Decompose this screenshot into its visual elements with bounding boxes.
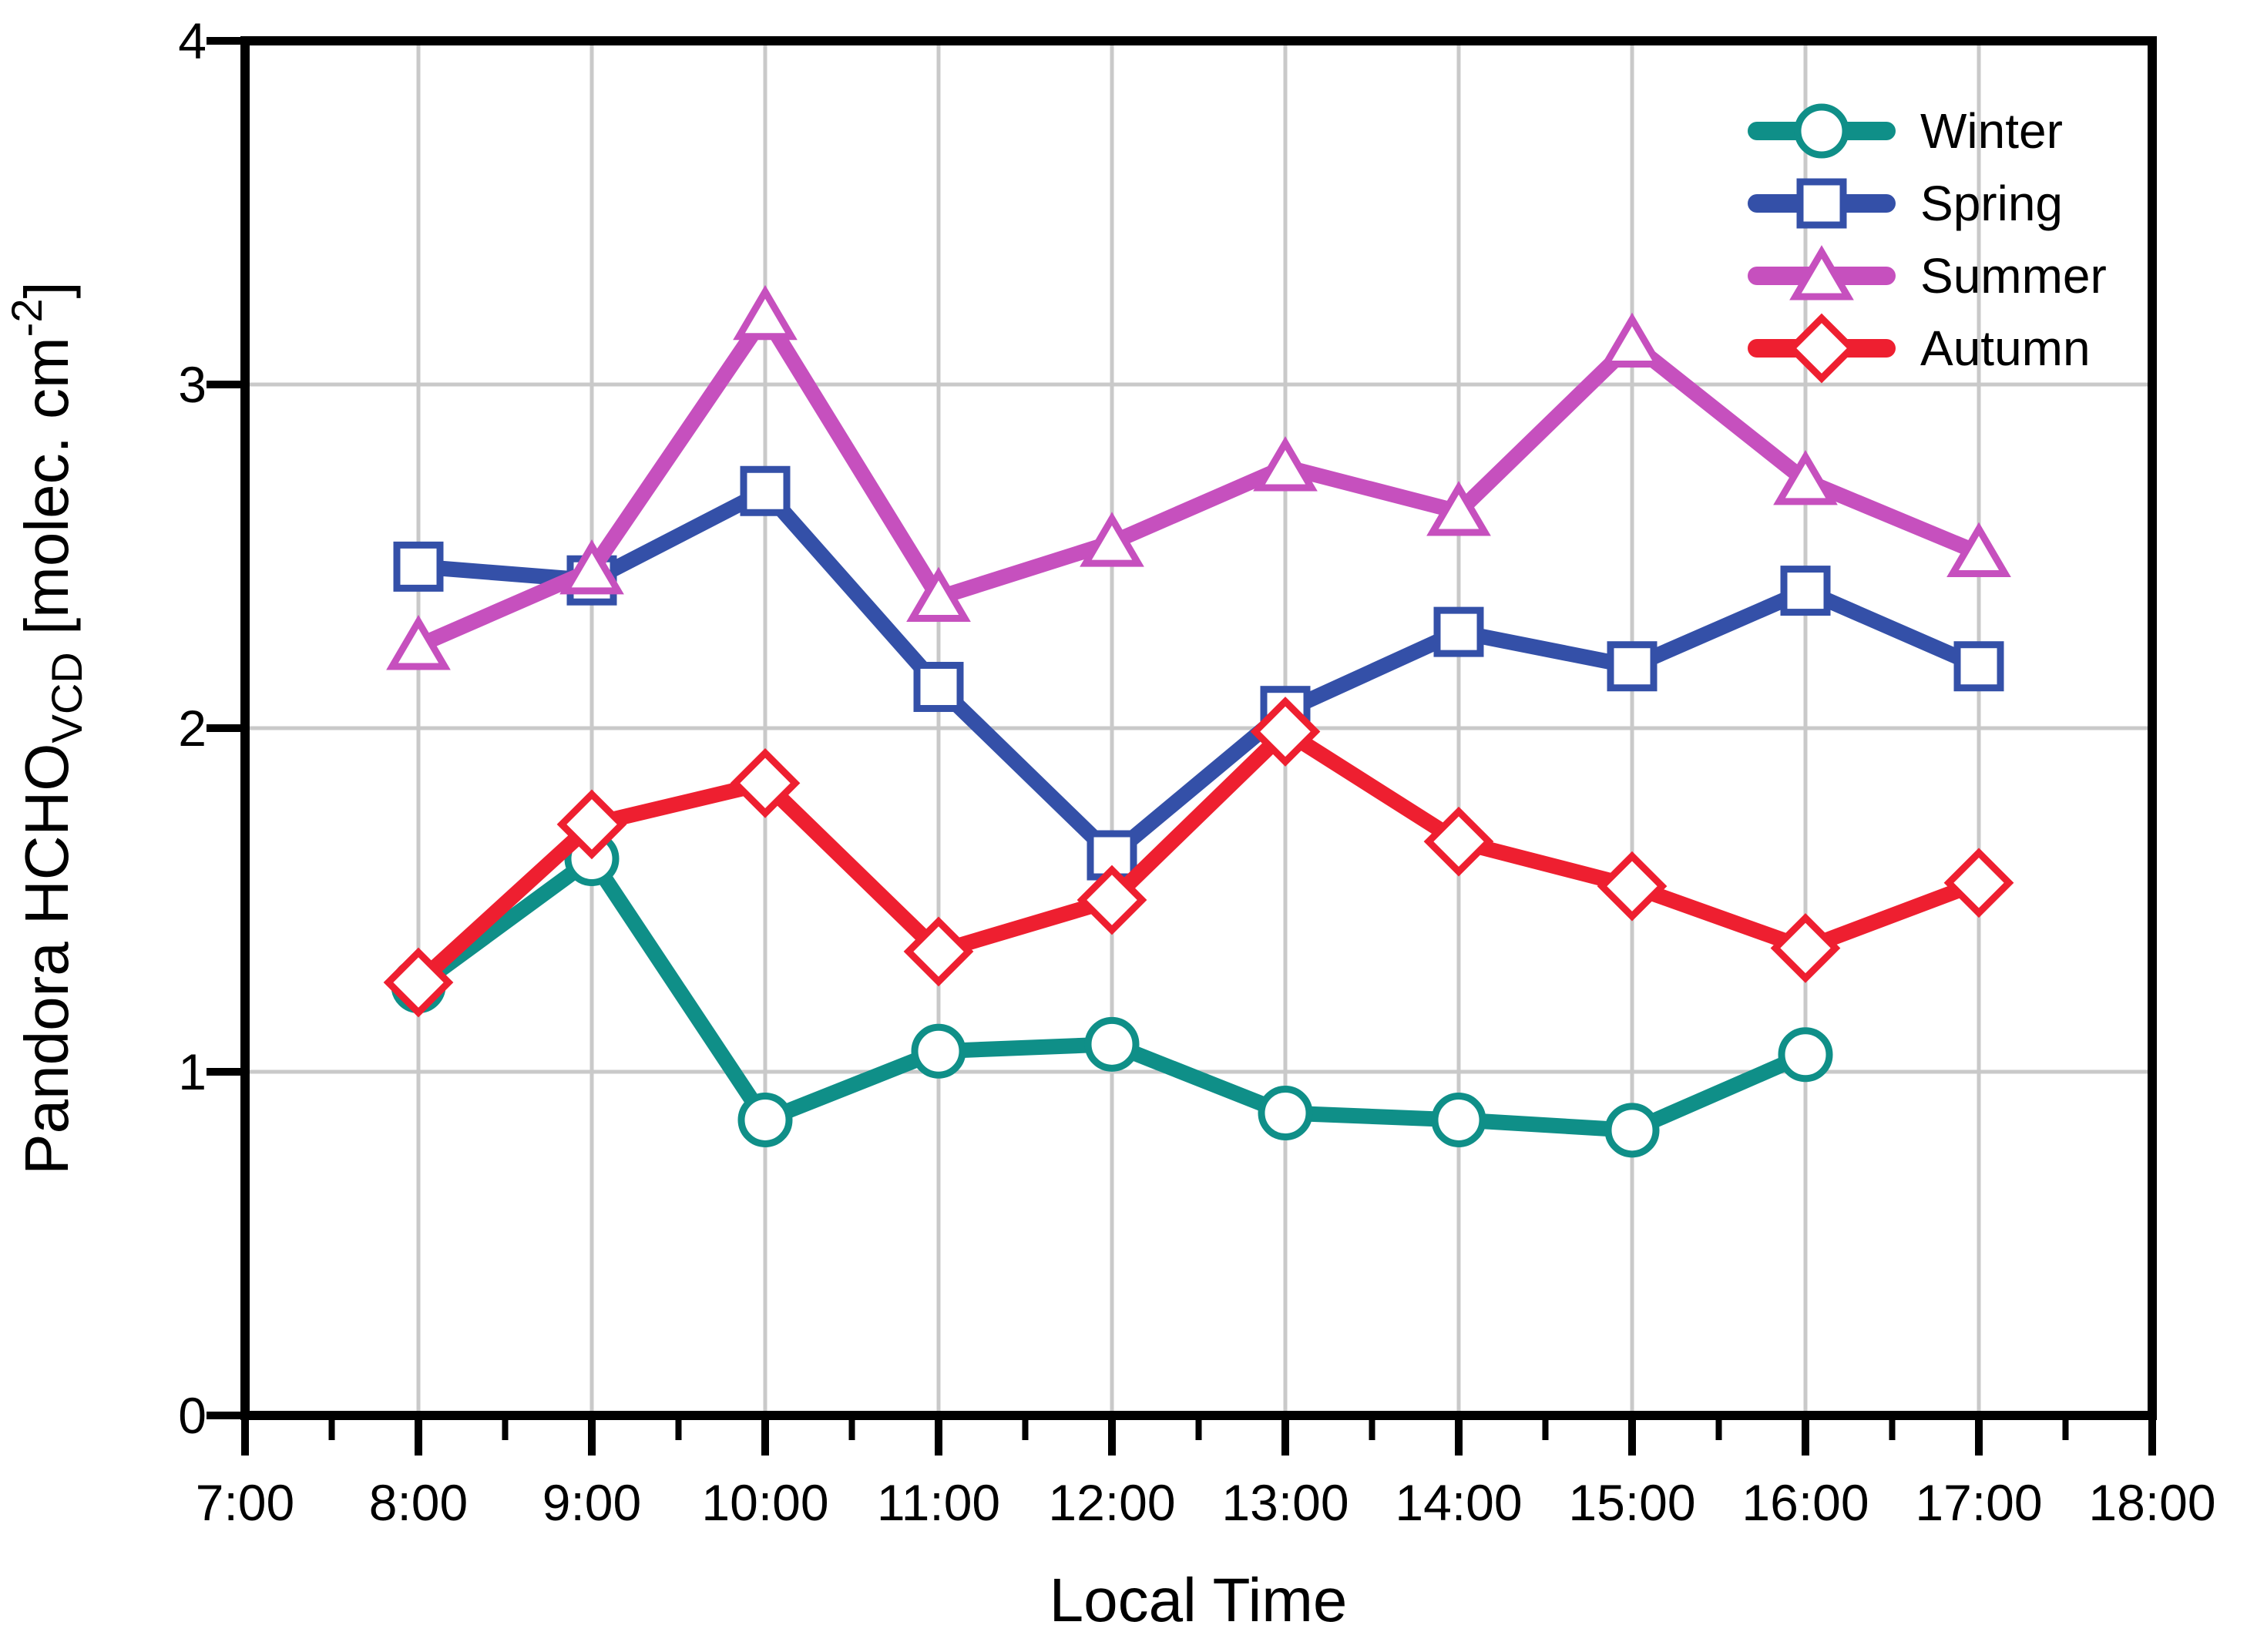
autumn-marker [383,947,454,1018]
spring-marker [913,661,964,712]
autumn-marker [1943,848,2014,918]
y-tick-label: 2 [178,700,207,757]
winter-marker [1258,1086,1313,1141]
x-tick-label: 16:00 [1742,1474,1869,1531]
legend-marker-triangle [1789,245,1854,301]
axes: 7:00 8:00 9:00 10:00 11:00 12:00 13:00 14:00 15:… [178,12,2215,1531]
autumn-marker [1597,851,1668,922]
winter-marker [1604,1103,1660,1158]
y-axis-title: Pandora HCHOVCD [molec. cm-2] [2,281,91,1174]
y-tick-label: 0 [178,1387,207,1444]
winter-marker [911,1023,966,1079]
data-series [383,284,2014,1158]
plot-border [240,36,2157,1420]
autumn-marker [1250,697,1321,767]
autumn-marker [1076,865,1147,935]
legend-label: Winter [1920,103,2063,159]
x-axis-title: Local Time [1050,1566,1348,1634]
autumn-marker [1423,806,1494,877]
series-autumn [383,697,2014,1018]
spring-line [418,481,1982,866]
legend-label: Summer [1920,248,2107,304]
legend-item-summer: Summer [1748,245,2107,304]
y-tick-label: 4 [178,12,207,69]
spring-marker [393,541,444,592]
x-tick-label: 15:00 [1568,1474,1695,1531]
y-tick-label: 3 [178,356,207,413]
y-tick-label: 1 [178,1043,207,1100]
autumn-marker [730,747,801,818]
x-tick-label: 11:00 [877,1474,1000,1531]
winter-marker [1084,1016,1140,1072]
legend-marker-square [1796,178,1847,229]
summer-marker [1773,449,1838,505]
legend-item-winter: Winter [1748,103,2063,159]
x-tick-label: 8:00 [369,1474,468,1531]
summer-marker [1080,512,1144,567]
x-tick-label: 7:00 [196,1474,294,1531]
x-tick-label: 18:00 [2088,1474,2215,1531]
x-tick-label: 17:00 [1915,1474,2042,1531]
spring-marker [1953,641,2004,692]
y-axis-title-text: Pandora HCHOVCD [molec. cm-2] [2,281,91,1174]
spring-marker [1780,566,1831,616]
legend-item-autumn: Autumn [1748,313,2091,384]
autumn-marker [556,789,627,860]
legend-label: Spring [1920,176,2063,231]
x-tick-label: 10:00 [701,1474,828,1531]
summer-marker [1600,312,1664,368]
series-summer [386,284,2011,670]
x-tick-label: 9:00 [542,1474,641,1531]
summer-marker [733,284,798,341]
x-tick-label: 12:00 [1048,1474,1175,1531]
legend-marker-diamond [1786,313,1857,384]
summer-marker [1426,481,1491,536]
autumn-marker [1770,913,1841,983]
summer-marker [906,566,971,623]
x-tick-label: 14:00 [1395,1474,1522,1531]
autumn-marker [903,916,974,987]
summer-marker [386,615,451,670]
summer-line [415,301,1982,653]
summer-marker [1946,522,2011,578]
winter-marker [737,1092,793,1147]
autumn-line [413,721,1982,989]
winter-marker [1778,1027,1833,1083]
winter-marker [1431,1092,1486,1147]
summer-marker [559,539,624,595]
legend: Winter Spring Summer Autumn [1748,103,2107,384]
gridlines [245,41,2152,1415]
x-tick-label: 13:00 [1221,1474,1349,1531]
legend-item-spring: Spring [1748,176,2063,231]
spring-marker [740,465,791,516]
spring-marker [1433,606,1484,657]
legend-label: Autumn [1920,321,2091,376]
legend-marker-circle [1794,103,1849,159]
summer-marker [1253,436,1318,492]
spring-marker [1607,641,1658,692]
